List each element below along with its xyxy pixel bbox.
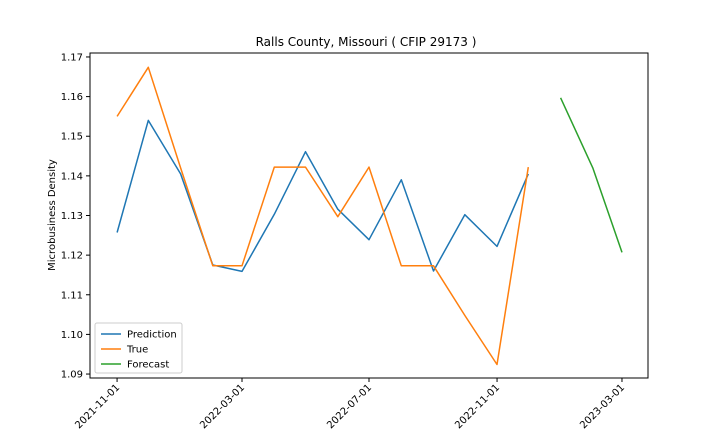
legend-label-true: True [126, 345, 148, 356]
series-lines [116, 66, 623, 366]
x-tick-label: 2022-07-01 [325, 382, 374, 431]
y-tick-label: 1.10 [61, 330, 83, 341]
y-tick-label: 1.16 [61, 92, 83, 103]
y-tick-label: 1.14 [61, 171, 83, 182]
y-tick-label: 1.12 [61, 251, 83, 262]
y-tick-label: 1.09 [61, 370, 83, 381]
x-tick-label: 2022-03-01 [198, 382, 247, 431]
x-axis: 2021-11-01 2022-03-01 2022-07-01 2022-11-01… [73, 378, 627, 431]
chart-title: Ralls County, Missouri ( CFIP 29173 ) [256, 35, 477, 49]
y-tick-label: 1.13 [61, 211, 83, 222]
y-axis-label: Microbusiness Density [47, 159, 58, 271]
legend-label-forecast: Forecast [127, 360, 169, 371]
series-line-true [116, 66, 530, 366]
y-tick-label: 1.11 [61, 290, 83, 301]
y-tick-label: 1.15 [61, 132, 83, 143]
series-line-forecast [559, 97, 623, 253]
x-tick-label: 2023-03-01 [578, 382, 627, 431]
x-tick-label: 2022-11-01 [453, 382, 502, 431]
series-line-prediction [116, 119, 529, 273]
legend: Prediction True Forecast [94, 322, 183, 374]
legend-box [94, 322, 183, 374]
y-tick-label: 1.17 [61, 52, 83, 63]
x-tick-label: 2021-11-01 [73, 382, 122, 431]
y-axis: 1.09 1.10 1.11 1.12 1.13 1.14 1.15 1.16 1.17 [61, 52, 90, 381]
legend-label-prediction: Prediction [127, 330, 177, 341]
